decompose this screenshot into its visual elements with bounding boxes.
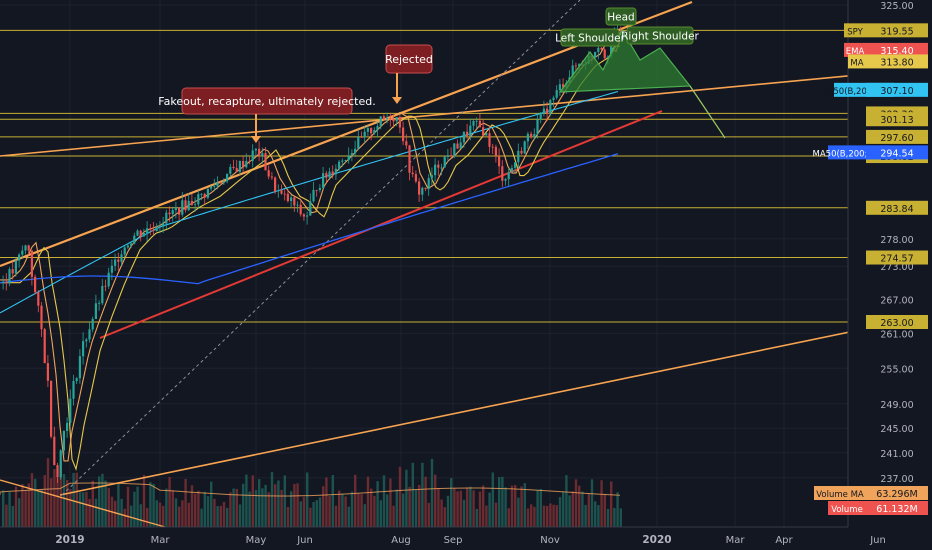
svg-text:319.55: 319.55 [880,26,913,37]
neckline-trendline [0,67,932,157]
svg-text:294.54: 294.54 [880,148,913,159]
y-tick-label: 273.00 [880,262,913,273]
y-tick-label: 267.00 [880,295,913,306]
y-tick-label: 278.00 [880,235,913,246]
svg-text:61.132M: 61.132M [876,504,917,515]
svg-text:Rejected: Rejected [385,53,433,66]
svg-text:301.13: 301.13 [880,115,913,126]
svg-text:Right Shoulder: Right Shoulder [621,31,699,43]
x-tick-label: Mar [151,535,171,546]
annotation-4: Right Shoulder [621,26,700,45]
annotation-1: Rejected [385,44,433,104]
svg-text:Volume MA: Volume MA [816,490,864,500]
descending-line [0,479,166,528]
x-tick-label: 2019 [55,534,84,546]
svg-text:297.60: 297.60 [880,133,913,144]
y-tick-label: 241.00 [880,449,913,460]
x-tick-label: Sep [444,535,463,546]
x-tick-label: Apr [775,535,793,546]
head-and-shoulders-pattern [558,28,726,139]
svg-text:263.00: 263.00 [880,318,913,329]
svg-text:MA50(B,200;C,MA50: MA50(B,200;C,MA50 [820,87,908,97]
x-tick-label: Jun [296,535,313,546]
lower-trendline [59,314,932,496]
annotation-3: Left Shoulder [555,28,626,47]
svg-text:Volume: Volume [831,505,863,515]
svg-text:307.10: 307.10 [880,86,913,97]
x-tick-label: May [246,535,267,546]
support-trendline [99,110,663,339]
svg-text:283.84: 283.84 [880,204,913,215]
y-tick-label: 255.00 [880,364,913,375]
svg-text:315.40: 315.40 [880,46,913,57]
svg-text:Fakeout, recapture, ultimately: Fakeout, recapture, ultimately rejected. [158,95,375,108]
x-tick-label: Nov [540,535,560,546]
price-badge-6: Volume 61.132M [828,501,928,515]
x-tick-label: Aug [391,535,411,546]
svg-text:SPY: SPY [847,27,863,37]
x-tick-label: Jun [869,535,886,546]
level-badge-5: 283.84 [866,200,928,215]
y-tick-label: 237.00 [880,474,913,485]
annotation-0: Fakeout, recapture, ultimately rejected. [158,87,376,143]
level-badge-7: 263.00 [866,315,928,329]
svg-text:313.80: 313.80 [880,57,913,68]
svg-text:274.57: 274.57 [880,254,913,265]
svg-text:EMA: EMA [846,47,865,57]
price-badges: 302.30301.13297.60293.82283.84274.57263.… [813,23,928,515]
annotations: Fakeout, recapture, ultimately rejected.… [158,7,700,143]
volume-bars [0,458,622,527]
svg-text:Left Shoulder: Left Shoulder [555,33,626,45]
svg-text:63.296M: 63.296M [876,489,917,500]
y-tick-label: 249.00 [880,400,913,411]
annotation-2: Head [605,7,637,26]
price-badge-2: MA 313.80 [848,54,928,68]
svg-text:MA50(B,200;C,MA200: MA50(B,200;C,MA200 [813,149,906,159]
y-tick-label: 261.00 [880,329,913,340]
price-badge-0: SPY 319.55 [844,23,928,37]
x-tick-label: 2020 [642,534,671,546]
x-axis: 2019 Mar May Jun Aug Sep Nov 2020 Mar Apr Jun [0,526,932,550]
level-badge-3: 297.60 [866,129,928,144]
price-badge-1: EMA 315.40 [844,42,928,57]
y-tick-label: 245.00 [880,424,913,435]
candlesticks [2,25,622,484]
ma200-line [0,153,619,285]
svg-text:Head: Head [607,12,634,24]
ma50-line [0,90,619,314]
price-badge-5: Volume MA 63.296M [814,486,928,500]
level-badge-2: 301.13 [866,112,928,127]
level-badge-6: 274.57 [866,250,928,265]
svg-text:MA: MA [850,58,863,68]
y-tick-label: 325.00 [880,1,913,12]
x-tick-label: Mar [726,535,746,546]
